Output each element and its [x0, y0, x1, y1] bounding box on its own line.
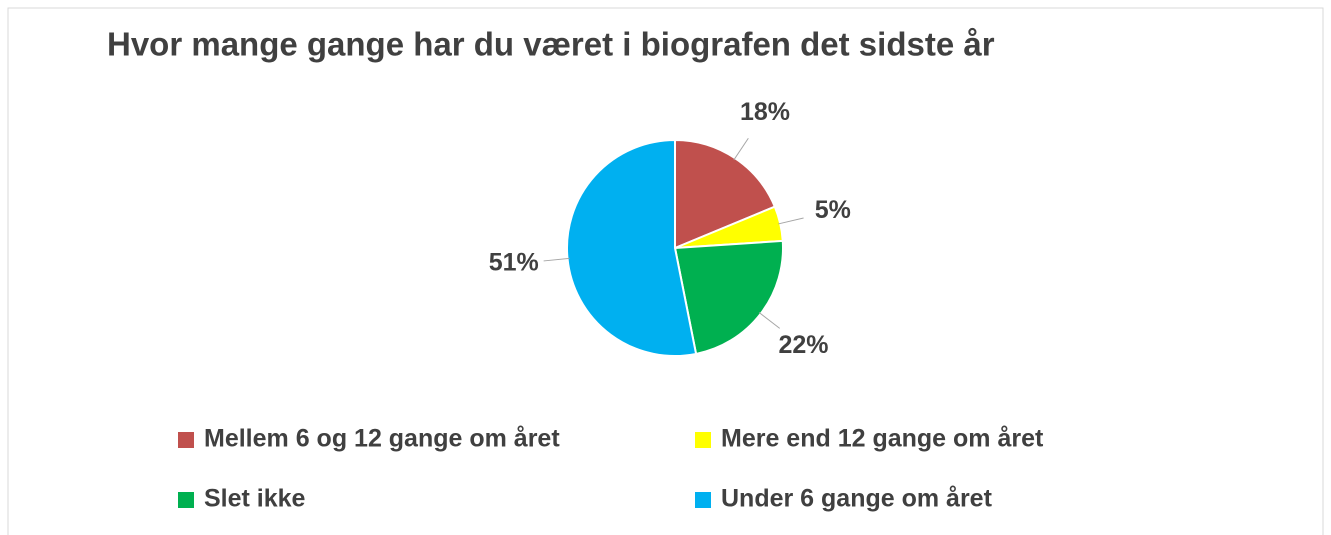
data-label: 22% — [778, 331, 828, 359]
data-label: 18% — [740, 98, 790, 126]
legend-label: Under 6 gange om året — [721, 485, 993, 513]
leader-line — [543, 257, 570, 262]
legend-swatch — [695, 432, 711, 448]
leader-line — [733, 137, 749, 161]
legend-label: Slet ikke — [204, 485, 306, 513]
legend-swatch — [178, 492, 194, 508]
legend-swatch — [695, 492, 711, 508]
leader-line — [758, 312, 781, 329]
chart-title: Hvor mange gange har du været i biografe… — [107, 26, 995, 63]
legend-label: Mere end 12 gange om året — [721, 425, 1044, 453]
data-label: 5% — [815, 196, 851, 224]
data-label: 51% — [489, 248, 539, 276]
legend-swatch — [178, 432, 194, 448]
legend-label: Mellem 6 og 12 gange om året — [204, 425, 560, 453]
leader-line — [778, 217, 804, 225]
